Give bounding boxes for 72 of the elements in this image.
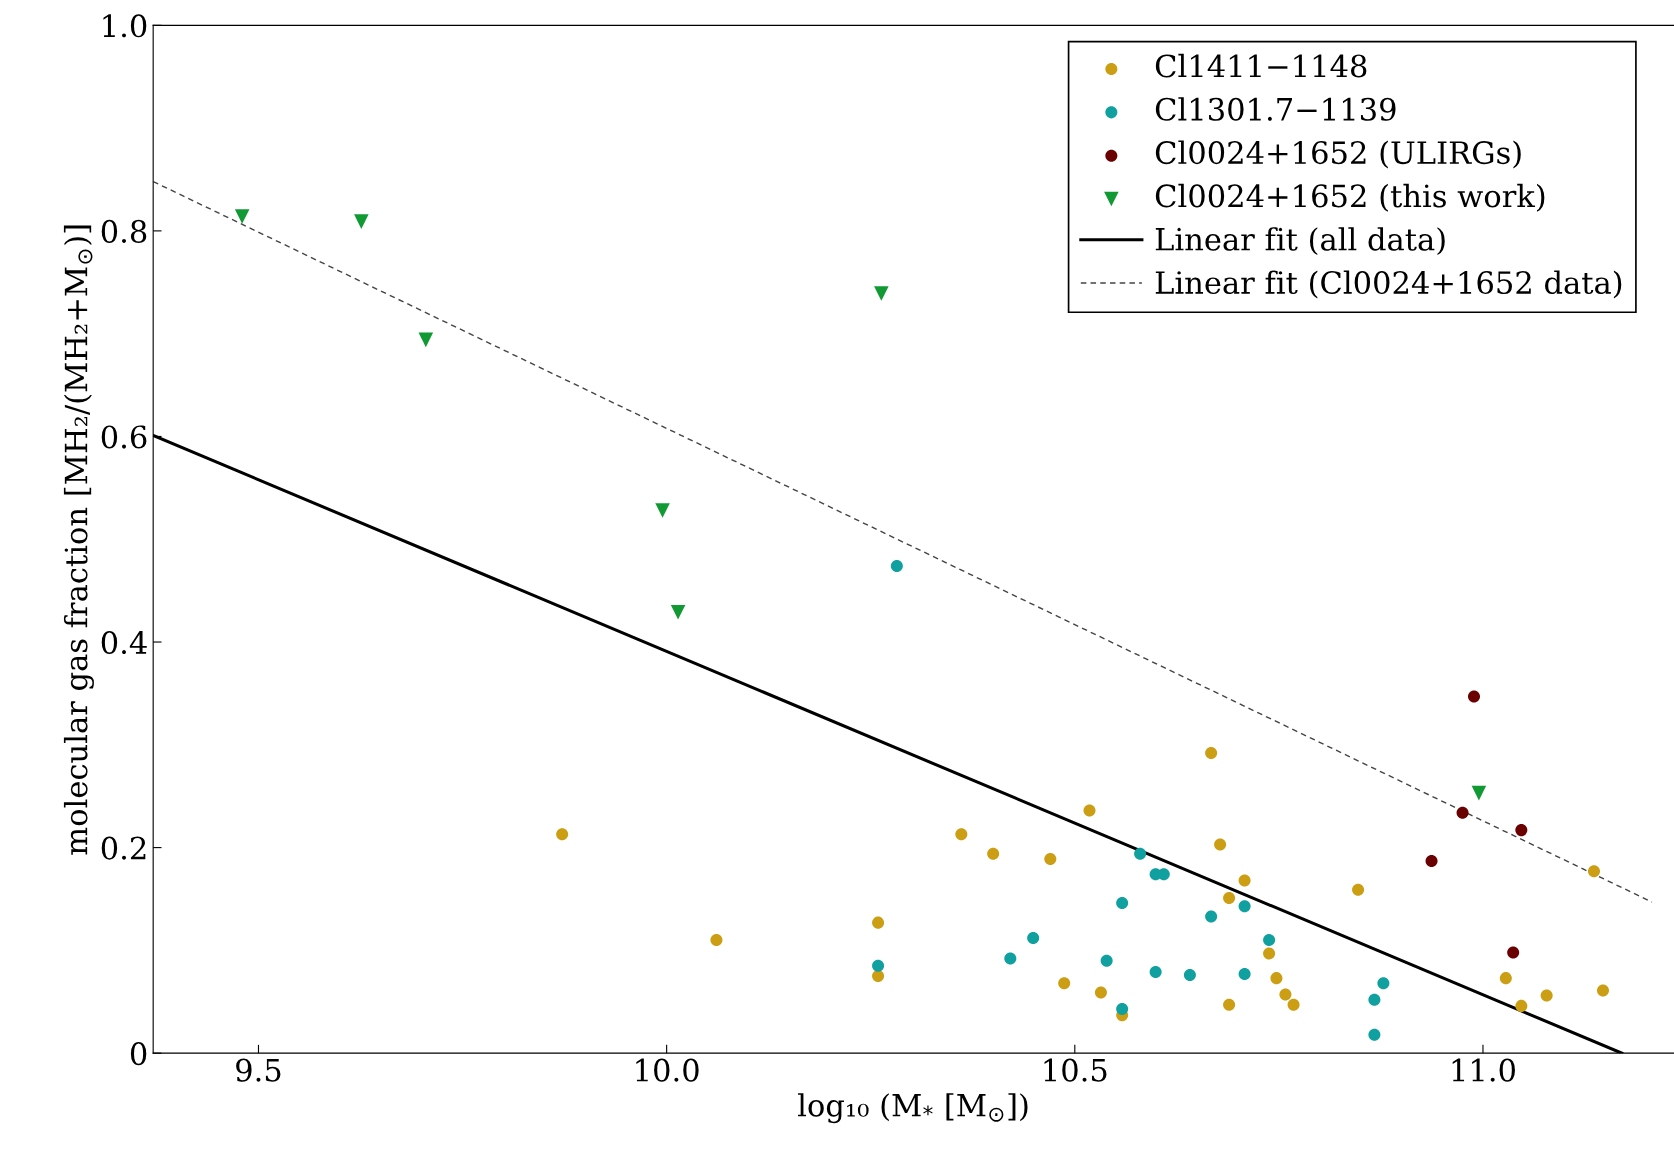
point bbox=[1499, 972, 1512, 985]
x-tick-label: 11.0 bbox=[1452, 1058, 1515, 1082]
point bbox=[1507, 946, 1520, 959]
point bbox=[872, 959, 885, 972]
point bbox=[1263, 934, 1276, 947]
point bbox=[1004, 952, 1017, 965]
point bbox=[354, 214, 369, 229]
point bbox=[670, 604, 686, 620]
point bbox=[1183, 969, 1196, 982]
x-tick-label: 9.5 bbox=[236, 1058, 281, 1082]
point bbox=[1587, 865, 1601, 878]
point bbox=[1116, 897, 1129, 910]
point bbox=[1238, 874, 1251, 887]
point bbox=[1083, 804, 1096, 817]
point bbox=[1134, 847, 1147, 860]
legend-label: Linear fit (Cl0024+1652 data) bbox=[1155, 270, 1622, 299]
legend-label: Cl0024+1652 (ULIRGs) bbox=[1155, 140, 1521, 169]
point bbox=[1377, 977, 1390, 990]
point bbox=[1094, 986, 1107, 999]
point bbox=[1456, 806, 1469, 819]
point bbox=[556, 828, 569, 841]
point bbox=[874, 286, 889, 301]
point bbox=[1214, 838, 1227, 851]
point bbox=[1238, 968, 1251, 981]
point bbox=[1205, 747, 1218, 760]
point bbox=[872, 916, 885, 929]
point bbox=[655, 503, 670, 518]
x-tick-label: 10.0 bbox=[636, 1058, 699, 1082]
point bbox=[1044, 852, 1057, 865]
legend-label: Cl1301.7−1139 bbox=[1155, 97, 1396, 121]
point bbox=[1425, 854, 1438, 867]
point bbox=[1223, 998, 1236, 1011]
legend-label: Cl1411−1148 bbox=[1155, 53, 1367, 78]
point bbox=[1270, 972, 1283, 985]
point bbox=[1027, 932, 1040, 945]
y-axis-title: molecular gas fraction [MH₂/(MH₂+M$_{⊙}$)] bbox=[63, 225, 94, 855]
point bbox=[1263, 947, 1276, 960]
point bbox=[1238, 900, 1251, 913]
point bbox=[1279, 988, 1292, 1001]
point bbox=[1471, 785, 1487, 801]
y-tick-label: 0 bbox=[130, 1042, 147, 1066]
point bbox=[987, 847, 1000, 860]
point bbox=[1223, 891, 1236, 904]
point bbox=[1205, 910, 1218, 923]
point bbox=[1540, 989, 1553, 1002]
point bbox=[1352, 883, 1365, 896]
y-tick-label: 1.0 bbox=[103, 14, 147, 38]
point bbox=[1515, 824, 1528, 837]
x-tick-label: 10.5 bbox=[1044, 1058, 1107, 1082]
y-tick-label: 0.8 bbox=[101, 219, 147, 243]
point bbox=[890, 559, 903, 572]
point bbox=[1596, 984, 1609, 997]
point bbox=[1287, 998, 1300, 1011]
point bbox=[1149, 965, 1162, 978]
y-tick-label: 0.4 bbox=[101, 630, 147, 655]
y-tick-label: 0.2 bbox=[101, 836, 146, 860]
y-tick-label: 0.6 bbox=[101, 425, 147, 449]
point bbox=[1368, 1028, 1381, 1041]
point bbox=[955, 828, 968, 841]
point bbox=[1058, 977, 1071, 990]
point bbox=[1515, 999, 1528, 1012]
point bbox=[234, 209, 250, 224]
x-axis-title: log₁₀ (M$_{*}$ [M$_{⊙}$]) bbox=[798, 1093, 1028, 1124]
point bbox=[872, 970, 885, 983]
point bbox=[1467, 690, 1481, 703]
legend-label: Cl0024+1652 (this work) bbox=[1155, 183, 1545, 212]
point bbox=[710, 934, 723, 947]
point bbox=[1100, 954, 1113, 967]
point bbox=[1368, 993, 1381, 1006]
legend-label: Linear fit (all data) bbox=[1155, 227, 1445, 256]
point bbox=[418, 332, 434, 348]
point bbox=[1116, 1002, 1129, 1015]
